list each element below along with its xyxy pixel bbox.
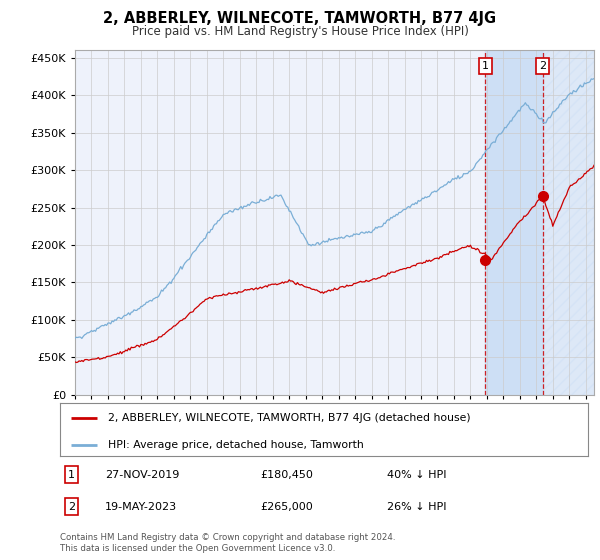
Text: 40% ↓ HPI: 40% ↓ HPI [388,470,447,479]
Bar [485,50,542,395]
Bar [542,50,594,395]
Text: Contains HM Land Registry data © Crown copyright and database right 2024.
This d: Contains HM Land Registry data © Crown c… [60,533,395,553]
Text: £265,000: £265,000 [260,502,313,512]
Text: HPI: Average price, detached house, Tamworth: HPI: Average price, detached house, Tamw… [107,440,363,450]
Text: 2, ABBERLEY, WILNECOTE, TAMWORTH, B77 4JG: 2, ABBERLEY, WILNECOTE, TAMWORTH, B77 4J… [103,11,497,26]
Text: 2: 2 [68,502,75,512]
Text: 2, ABBERLEY, WILNECOTE, TAMWORTH, B77 4JG (detached house): 2, ABBERLEY, WILNECOTE, TAMWORTH, B77 4J… [107,413,470,423]
Text: Price paid vs. HM Land Registry's House Price Index (HPI): Price paid vs. HM Land Registry's House … [131,25,469,38]
Text: 27-NOV-2019: 27-NOV-2019 [105,470,179,479]
Text: 1: 1 [482,61,489,71]
Text: 2: 2 [539,61,546,71]
Text: 19-MAY-2023: 19-MAY-2023 [105,502,177,512]
Text: £180,450: £180,450 [260,470,314,479]
Text: 1: 1 [68,470,75,479]
Text: 26% ↓ HPI: 26% ↓ HPI [388,502,447,512]
